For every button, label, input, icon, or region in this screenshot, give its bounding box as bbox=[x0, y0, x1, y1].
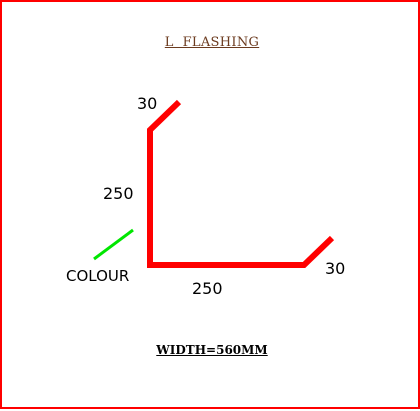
colour-label: COLOUR bbox=[66, 267, 129, 285]
flashing-profile bbox=[147, 99, 335, 268]
end-return-dimension: 30 bbox=[325, 259, 345, 278]
vertical-leg-dimension: 250 bbox=[103, 184, 134, 203]
drawing-title: L FLASHING bbox=[164, 35, 260, 50]
top-return-dimension: 30 bbox=[137, 94, 157, 113]
width-label: WIDTH=560MM bbox=[156, 343, 268, 357]
colour-side-mark bbox=[93, 228, 134, 261]
horizontal-leg-dimension: 250 bbox=[192, 279, 223, 298]
